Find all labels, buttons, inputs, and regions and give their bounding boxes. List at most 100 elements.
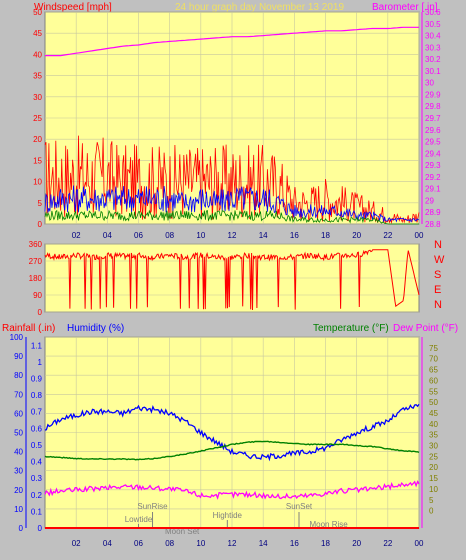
wind-x-tick-label: 22 xyxy=(383,231,392,240)
rainfall-tick-label: 0.1 xyxy=(31,507,43,516)
temperature-tick-label: 45 xyxy=(429,409,438,418)
wind-x-tick-label: 12 xyxy=(228,231,237,240)
windspeed-tick-label: 25 xyxy=(33,114,42,123)
temperature-tick-label: 40 xyxy=(429,420,438,429)
humidity-tick-label: 30 xyxy=(14,467,23,476)
compass-label: N xyxy=(434,239,442,251)
rainfall-tick-label: 0.9 xyxy=(31,375,43,384)
annotation-label: Moon Set xyxy=(165,527,200,536)
windspeed-tick-label: 50 xyxy=(33,8,42,17)
temperature-tick-label: 25 xyxy=(429,452,438,461)
temperature-tick-label: 60 xyxy=(429,376,438,385)
windspeed-tick-label: 45 xyxy=(33,29,42,38)
barometer-tick-label: 29.7 xyxy=(425,114,441,123)
windspeed-tick-label: 15 xyxy=(33,156,42,165)
barometer-tick-label: 30 xyxy=(425,79,434,88)
rain-x-tick-label: 06 xyxy=(134,539,143,548)
series-line-magenta xyxy=(44,480,420,500)
astro-tide-annotations: SunRise Lowtide Moon Set Hightide SunSet Moon… xyxy=(125,502,349,536)
barometer-tick-label: 29.3 xyxy=(425,161,441,170)
barometer-tick-label: 30.5 xyxy=(425,20,441,29)
wind-barometer-series xyxy=(44,26,420,225)
barometer-tick-label: 30.3 xyxy=(425,43,441,52)
temperature-tick-label: 35 xyxy=(429,431,438,440)
wind-x-tick-label: 16 xyxy=(290,231,299,240)
temperature-tick-label: 5 xyxy=(429,496,434,505)
barometer-tick-label: 28.8 xyxy=(425,220,441,229)
wind-x-tick-label: 00 xyxy=(415,231,424,240)
annotation-label: Moon Rise xyxy=(309,520,348,529)
barometer-tick-label: 30.4 xyxy=(425,32,441,41)
wind-x-tick-label: 08 xyxy=(165,231,174,240)
rainfall-tick-labels: 0 0.1 0.2 0.3 0.4 0.5 0.6 0.7 0.8 0.9 1 1.1 xyxy=(31,341,43,533)
humidity-tick-label: 80 xyxy=(14,371,23,380)
annotation-label: SunSet xyxy=(286,502,313,511)
barometer-tick-label: 28.9 xyxy=(425,208,441,217)
rainfall-axis-title: Rainfall (.in) xyxy=(2,323,55,334)
direction-tick-label: 90 xyxy=(33,291,42,300)
barometer-tick-label: 30.2 xyxy=(425,55,441,64)
wind-x-tick-label: 18 xyxy=(321,231,330,240)
compass-label: E xyxy=(434,284,441,296)
direction-tick-label: 270 xyxy=(29,257,43,266)
windspeed-tick-label: 5 xyxy=(38,199,43,208)
series-line-green xyxy=(44,440,420,461)
temperature-tick-label: 30 xyxy=(429,442,438,451)
series-line-blue xyxy=(44,403,420,462)
rainfall-tick-label: 0.6 xyxy=(31,424,43,433)
wind-x-tick-label: 10 xyxy=(196,231,205,240)
humidity-tick-label: 0 xyxy=(19,524,24,533)
humidity-tick-label: 40 xyxy=(14,448,23,457)
annotation-label: SunRise xyxy=(137,502,168,511)
barometer-tick-label: 29.4 xyxy=(425,149,441,158)
rainfall-tick-label: 0.8 xyxy=(31,391,43,400)
chart-title: 24 hour graph day November 13 2019 xyxy=(175,2,344,13)
temperature-tick-label: 10 xyxy=(429,485,438,494)
rainfall-tick-label: 1.1 xyxy=(31,341,43,350)
rain-x-tick-labels: 02 04 06 08 10 12 14 16 18 20 22 00 xyxy=(72,539,424,548)
barometer-axis-title: Barometer [.in] xyxy=(372,2,438,13)
direction-tick-label: 0 xyxy=(38,308,43,317)
humidity-tick-label: 20 xyxy=(14,486,23,495)
barometer-tick-label: 29.9 xyxy=(425,90,441,99)
rain-x-tick-label: 14 xyxy=(259,539,268,548)
compass-label: S xyxy=(434,269,441,281)
wind-direction-series xyxy=(44,249,420,311)
barometer-tick-label: 29.6 xyxy=(425,126,441,135)
wind-x-tick-label: 14 xyxy=(259,231,268,240)
rainfall-tick-label: 0.2 xyxy=(31,491,43,500)
direction-series xyxy=(44,249,420,311)
humidity-tick-label: 10 xyxy=(14,505,23,514)
direction-tick-labels: 0 90 180 270 360 xyxy=(29,240,43,317)
compass-label: N xyxy=(434,299,442,311)
rain-x-tick-label: 08 xyxy=(165,539,174,548)
humidity-tick-label: 60 xyxy=(14,409,23,418)
rainfall-tick-label: 0.5 xyxy=(31,441,43,450)
barometer-tick-label: 29.2 xyxy=(425,173,441,182)
rain-x-tick-label: 02 xyxy=(72,539,81,548)
rain-humidity-temp-series xyxy=(44,403,420,529)
rain-x-tick-label: 20 xyxy=(352,539,361,548)
rainfall-tick-label: 1 xyxy=(38,358,43,367)
dewpoint-axis-title: Dew Point (°F) xyxy=(393,323,458,334)
temperature-tick-label: 15 xyxy=(429,474,438,483)
temperature-tick-label: 70 xyxy=(429,355,438,364)
temperature-tick-label: 50 xyxy=(429,398,438,407)
windspeed-tick-label: 0 xyxy=(38,220,43,229)
windspeed-tick-label: 10 xyxy=(33,178,42,187)
annotation-label: Lowtide xyxy=(125,515,153,524)
humidity-axis-title: Humidity (%) xyxy=(67,323,124,334)
wind-x-tick-label: 02 xyxy=(72,231,81,240)
rain-x-tick-label: 12 xyxy=(228,539,237,548)
wind-series-magenta xyxy=(45,26,419,57)
compass-label: W xyxy=(434,254,445,266)
barometer-tick-labels: 28.8 28.9 29 29.1 29.2 29.3 29.4 29.5 29.6 29.7 29… xyxy=(421,8,441,229)
windspeed-axis-title: Windspeed [mph] xyxy=(34,2,112,13)
rainfall-tick-label: 0.3 xyxy=(31,474,43,483)
windspeed-tick-label: 30 xyxy=(33,93,42,102)
rainfall-tick-label: 0.4 xyxy=(31,458,43,467)
